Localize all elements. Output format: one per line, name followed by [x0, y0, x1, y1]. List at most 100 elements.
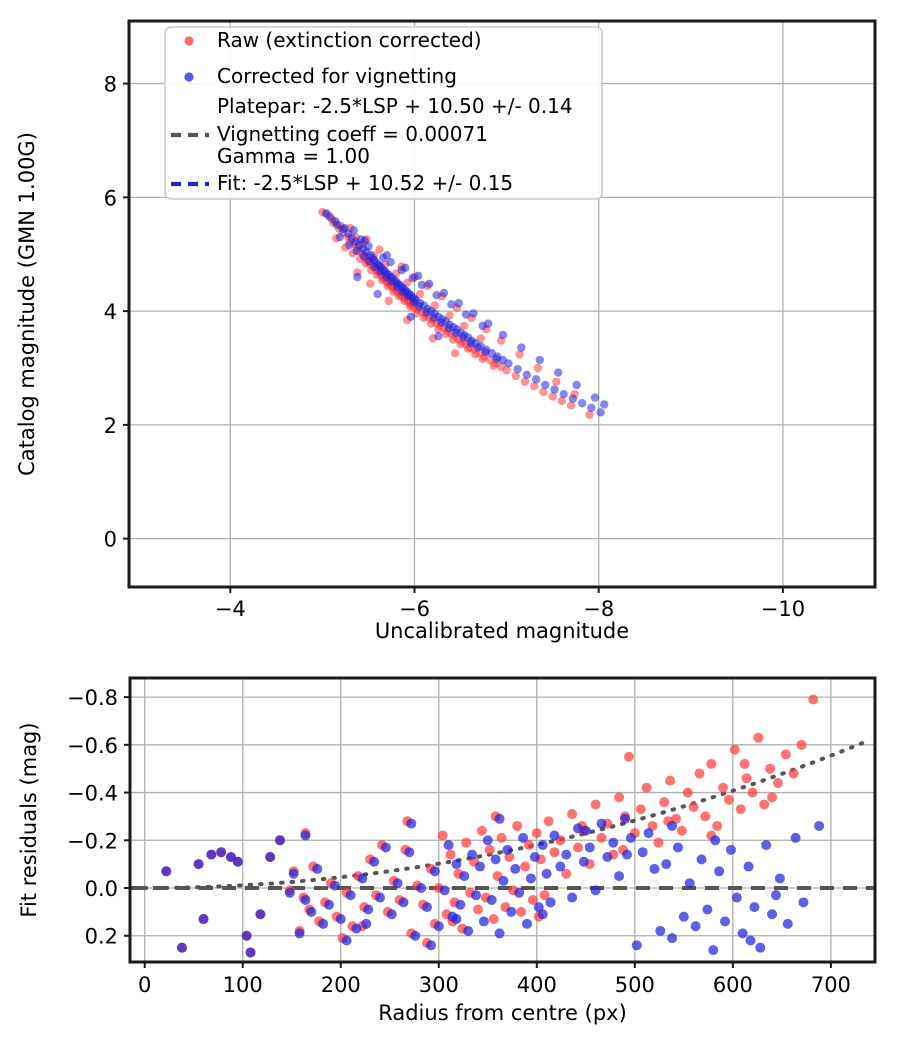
- legend-marker-dot: [184, 72, 194, 82]
- data-point: [401, 263, 410, 273]
- data-point: [531, 828, 542, 839]
- data-point: [284, 887, 295, 898]
- top-plot-frame: [127, 19, 877, 589]
- data-point: [620, 813, 631, 824]
- data-point: [434, 331, 443, 341]
- data-point: [682, 787, 693, 798]
- data-point: [520, 861, 531, 872]
- data-point: [410, 930, 421, 941]
- data-point: [725, 844, 736, 855]
- data-point: [384, 296, 393, 306]
- data-point: [684, 878, 695, 889]
- data-point: [498, 330, 508, 340]
- data-point: [344, 240, 354, 250]
- data-point: [514, 887, 525, 898]
- y-tick-label: −0.4: [67, 782, 118, 806]
- data-point: [425, 279, 434, 289]
- y-tick-label: 0.2: [85, 925, 118, 949]
- data-point: [735, 804, 746, 815]
- data-point: [429, 313, 439, 323]
- data-point: [585, 410, 594, 419]
- data-point: [454, 298, 463, 308]
- top-y-axis-label: Catalog magnitude (GMN 1.00G): [15, 132, 39, 476]
- data-point: [567, 892, 578, 903]
- residual-series-corrected: [161, 813, 825, 958]
- data-point: [743, 861, 754, 872]
- y-tick-label: 2: [104, 414, 117, 438]
- data-point: [365, 256, 374, 266]
- data-point: [406, 818, 417, 829]
- bottom-y-axis-label: Fit residuals (mag): [17, 722, 41, 917]
- bottom-plot-frame: [128, 676, 877, 964]
- data-point: [476, 825, 487, 836]
- data-point: [667, 820, 678, 831]
- data-point: [552, 377, 561, 386]
- data-point: [467, 849, 478, 860]
- data-point: [502, 366, 511, 375]
- data-point: [450, 349, 460, 358]
- y-tick-label: −0.8: [67, 686, 118, 710]
- data-point: [478, 354, 487, 364]
- data-point: [504, 359, 513, 368]
- data-point: [600, 400, 609, 409]
- data-point: [525, 873, 536, 884]
- data-point: [661, 859, 672, 870]
- data-point: [578, 856, 589, 867]
- data-point: [461, 837, 472, 848]
- data-point: [729, 744, 740, 755]
- data-point: [474, 861, 485, 872]
- data-point: [531, 375, 541, 384]
- data-point: [543, 816, 554, 827]
- data-point: [706, 758, 717, 769]
- data-point: [723, 794, 734, 805]
- x-tick-label: 0: [138, 973, 151, 997]
- data-point: [545, 897, 556, 908]
- data-point: [798, 897, 809, 908]
- y-tick-label: 4: [104, 300, 117, 324]
- data-point: [522, 918, 533, 929]
- data-point: [375, 245, 384, 254]
- data-point: [557, 396, 567, 406]
- data-point: [445, 849, 456, 860]
- data-point: [392, 283, 402, 292]
- data-point: [482, 835, 493, 846]
- y-tick-label: 6: [104, 186, 117, 210]
- y-tick-label: −0.2: [67, 829, 118, 853]
- data-point: [774, 873, 785, 884]
- data-point: [737, 928, 748, 939]
- data-point: [443, 840, 454, 851]
- data-point: [488, 914, 499, 925]
- data-point: [566, 401, 576, 410]
- x-tick-label: 600: [713, 973, 753, 997]
- data-point: [549, 830, 560, 841]
- data-point: [720, 916, 731, 927]
- y-tick-label: −0.6: [67, 734, 118, 758]
- data-point: [572, 842, 583, 853]
- data-point: [323, 899, 334, 910]
- data-point: [718, 782, 729, 793]
- data-point: [398, 287, 407, 296]
- data-point: [537, 909, 548, 920]
- data-point: [161, 866, 172, 877]
- data-point: [366, 279, 375, 289]
- data-point: [637, 847, 648, 858]
- data-point: [747, 787, 758, 798]
- x-tick-label: 200: [321, 973, 361, 997]
- data-point: [422, 308, 431, 317]
- data-point: [370, 262, 380, 271]
- data-point: [659, 797, 670, 808]
- data-point: [398, 897, 409, 908]
- data-point: [567, 809, 578, 820]
- data-point: [755, 942, 766, 953]
- data-point: [515, 350, 524, 359]
- data-point: [590, 799, 601, 810]
- data-point: [432, 290, 441, 300]
- data-point: [614, 792, 625, 803]
- data-point: [422, 902, 433, 913]
- data-point: [788, 768, 799, 779]
- data-point: [288, 868, 299, 879]
- data-point: [731, 892, 742, 903]
- x-tick-label: 400: [517, 973, 557, 997]
- data-point: [577, 399, 587, 408]
